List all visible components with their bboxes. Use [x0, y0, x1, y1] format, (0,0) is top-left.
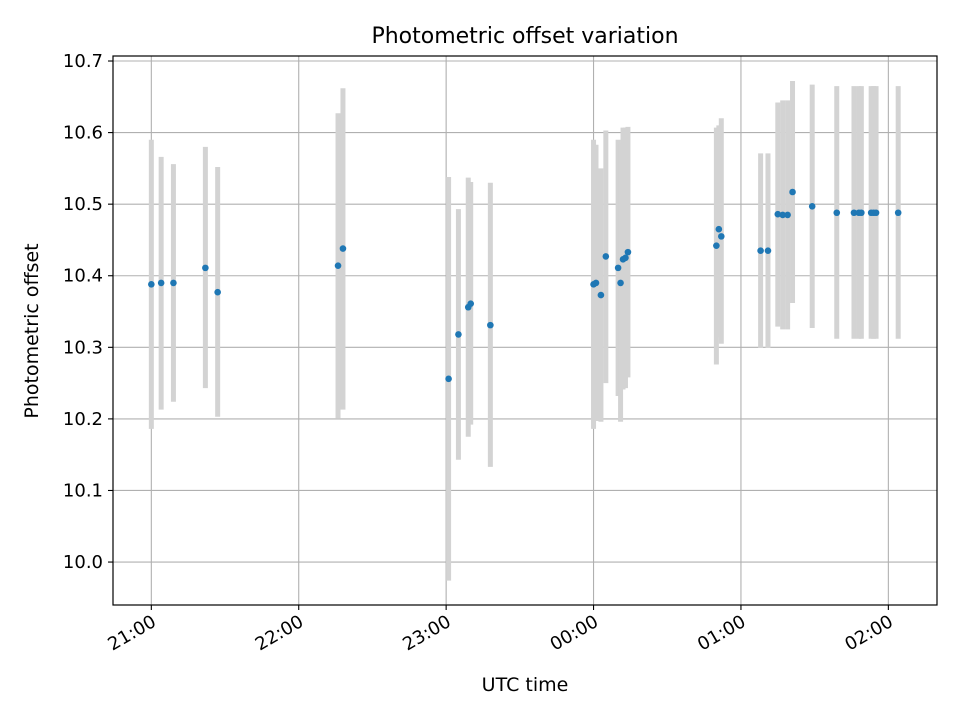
y-tick-label: 10.4: [63, 266, 103, 287]
data-point: [858, 209, 865, 217]
data-point: [487, 321, 494, 329]
data-point: [789, 188, 796, 196]
y-tick-label: 10.7: [63, 51, 103, 72]
data-point: [622, 254, 629, 262]
data-point: [597, 291, 605, 299]
y-tick-label: 10.6: [63, 123, 103, 144]
data-point: [214, 288, 221, 296]
data-point: [808, 203, 816, 210]
y-axis-label: Photometric offset: [21, 243, 43, 418]
data-point: [779, 211, 787, 219]
data-point: [157, 279, 165, 287]
data-point: [467, 300, 475, 307]
data-point: [624, 248, 632, 256]
y-tick-label: 10.1: [63, 480, 103, 501]
y-tick-label: 10.5: [63, 194, 103, 215]
data-point: [455, 331, 462, 338]
data-point: [757, 247, 764, 254]
data-point: [148, 281, 155, 288]
data-point: [713, 242, 720, 249]
data-point: [894, 209, 902, 217]
data-point: [774, 210, 782, 218]
data-point: [614, 264, 622, 272]
data-point: [170, 279, 177, 287]
y-tick-label: 10.2: [63, 409, 103, 430]
data-point: [592, 279, 600, 287]
data-point: [334, 262, 342, 270]
data-points: [148, 188, 902, 383]
data-point: [850, 209, 858, 217]
data-point: [617, 279, 624, 287]
chart-title: Photometric offset variation: [371, 24, 678, 49]
y-tick-label: 10.0: [63, 552, 103, 573]
data-point: [784, 211, 791, 219]
y-tick-label: 10.3: [63, 337, 103, 358]
data-point: [602, 253, 610, 260]
data-point: [339, 245, 347, 252]
data-point: [764, 247, 772, 254]
data-point: [833, 209, 841, 217]
plot-area-frame: [112, 55, 938, 606]
data-point: [717, 233, 725, 240]
x-axis-label: UTC time: [482, 674, 569, 696]
data-point: [715, 225, 723, 233]
data-point: [202, 264, 209, 272]
data-point: [445, 375, 452, 383]
data-point: [872, 209, 880, 217]
